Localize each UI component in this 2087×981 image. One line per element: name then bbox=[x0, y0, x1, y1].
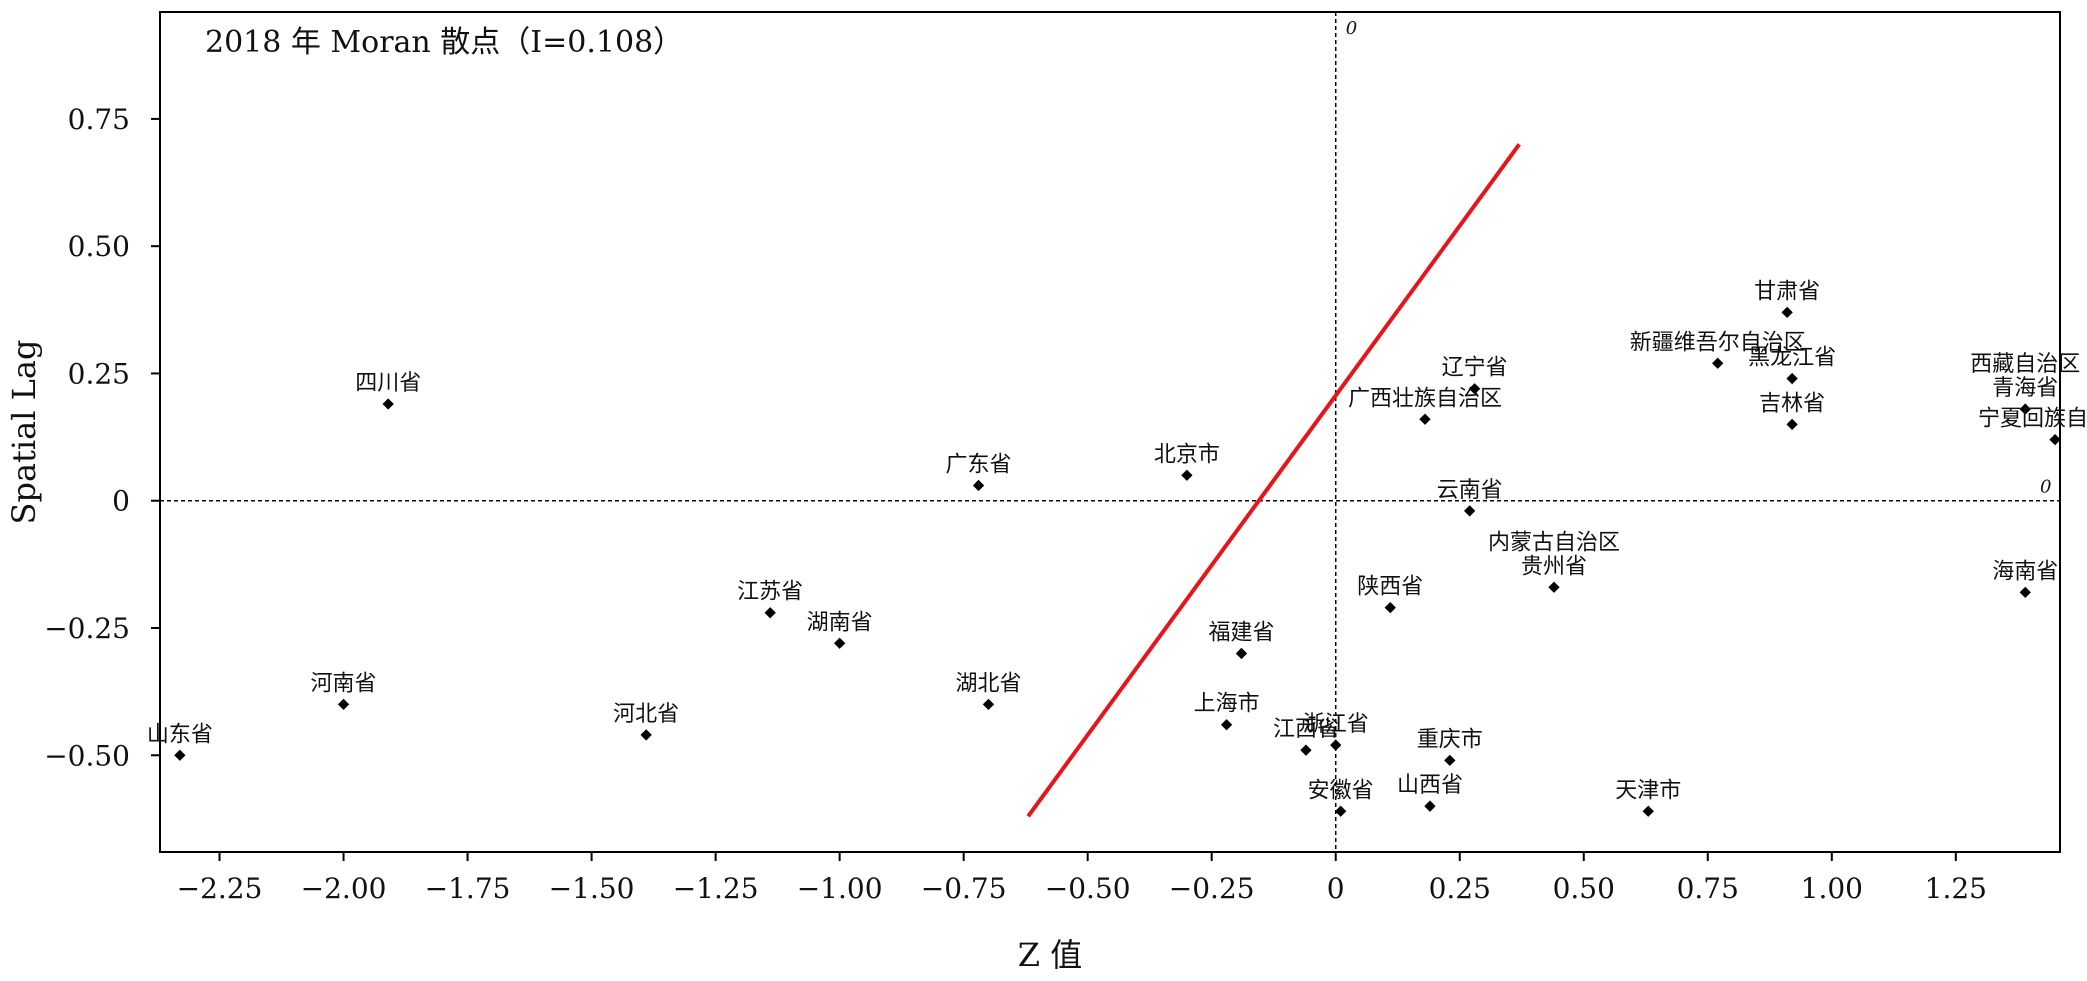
x-tick-label: −0.50 bbox=[1045, 872, 1131, 905]
data-point bbox=[1781, 306, 1793, 319]
x-axis-label: Z 值 bbox=[1018, 936, 1082, 974]
data-point bbox=[382, 398, 394, 410]
data-point bbox=[833, 637, 846, 649]
data-point bbox=[1548, 581, 1560, 593]
data-point bbox=[1300, 744, 1312, 756]
data-point-label: 上海市 bbox=[1194, 692, 1260, 717]
data-point-label: 云南省 bbox=[1437, 478, 1503, 503]
data-point bbox=[1419, 413, 1431, 425]
data-point-label: 北京市 bbox=[1154, 442, 1220, 467]
x-tick-label: −0.75 bbox=[921, 872, 1007, 905]
vertical-zero-line-label: 0 bbox=[1346, 18, 1357, 39]
data-point bbox=[1181, 469, 1193, 481]
data-point bbox=[764, 607, 776, 619]
data-point-label: 贵州省 bbox=[1521, 554, 1587, 579]
data-point-label: 海南省 bbox=[1992, 559, 2058, 584]
data-point-label: 甘肃省 bbox=[1754, 279, 1820, 304]
x-tick-label: −1.50 bbox=[549, 872, 635, 905]
y-tick-label: −0.25 bbox=[44, 612, 130, 645]
x-tick-label: 0 bbox=[1327, 872, 1345, 905]
data-point bbox=[337, 698, 350, 711]
data-point bbox=[1424, 800, 1436, 812]
data-point bbox=[640, 729, 652, 741]
data-point-label: 江西省 bbox=[1273, 717, 1339, 742]
data-point bbox=[1335, 805, 1347, 817]
data-point bbox=[972, 479, 985, 492]
data-point-label: 吉林省 bbox=[1759, 391, 1825, 416]
data-point-label: 天津市 bbox=[1615, 778, 1681, 803]
x-tick-label: 0.75 bbox=[1677, 872, 1739, 905]
data-point bbox=[2019, 403, 2031, 415]
x-tick-label: 0.50 bbox=[1553, 872, 1615, 905]
data-point-label: 陕西省 bbox=[1357, 575, 1423, 600]
data-point-label: 辽宁省 bbox=[1442, 356, 1508, 381]
x-tick-label: 0.25 bbox=[1429, 872, 1491, 905]
regression-line-group bbox=[1026, 143, 1521, 818]
data-point-label: 湖北省 bbox=[955, 671, 1021, 696]
chart-title: 2018 年 Moran 散点（I=0.108） bbox=[205, 25, 683, 60]
y-tick-label: 0.50 bbox=[68, 230, 130, 263]
data-point-label: 河北省 bbox=[613, 702, 679, 727]
x-tick-label: −1.25 bbox=[673, 872, 759, 905]
data-point bbox=[2049, 433, 2061, 446]
x-tick-label: −2.00 bbox=[301, 872, 387, 905]
data-point bbox=[2019, 586, 2031, 599]
y-tick-label: 0.25 bbox=[68, 357, 130, 390]
x-tick-label: 1.00 bbox=[1801, 872, 1863, 905]
data-point bbox=[1384, 601, 1396, 614]
data-point bbox=[1786, 372, 1798, 385]
plot-frame bbox=[159, 11, 2061, 853]
data-point bbox=[1464, 505, 1476, 517]
data-point bbox=[1330, 739, 1342, 751]
data-point-label: 黑龙江省 bbox=[1748, 346, 1836, 371]
data-point bbox=[174, 749, 186, 761]
data-point bbox=[1444, 754, 1456, 767]
data-point bbox=[1220, 719, 1233, 731]
data-point-label: 新疆维吾尔自治区 bbox=[1630, 330, 1806, 355]
y-tick-label: 0 bbox=[112, 485, 130, 518]
data-point-label: 山东省 bbox=[147, 722, 213, 747]
x-tick-label: 1.25 bbox=[1925, 872, 1987, 905]
y-tick-label: 0.75 bbox=[68, 103, 130, 136]
data-point bbox=[1468, 383, 1481, 395]
x-tick-label: −1.75 bbox=[425, 872, 511, 905]
y-tick-label: −0.50 bbox=[44, 739, 130, 772]
regression-line bbox=[1026, 143, 1521, 818]
x-tick-label: −1.00 bbox=[797, 872, 883, 905]
data-point-label: 重庆市 bbox=[1417, 727, 1483, 752]
x-tick-label: −2.25 bbox=[177, 872, 263, 905]
x-tick-label: −0.25 bbox=[1169, 872, 1255, 905]
data-point-label: 河南省 bbox=[311, 671, 377, 696]
data-point-label: 广东省 bbox=[946, 452, 1012, 477]
data-point-label: 宁夏回族自治区 bbox=[1978, 407, 2087, 432]
data-point bbox=[1642, 805, 1654, 817]
data-point-label: 福建省 bbox=[1208, 620, 1274, 645]
data-point-label: 西藏自治区 bbox=[1970, 352, 2080, 377]
data-point-label: 四川省 bbox=[355, 371, 421, 396]
data-point bbox=[1712, 357, 1724, 369]
axis-ticks: −2.25 −2.00 −1.75 −1.50 −1.25 −1.00 −0.75 −0.50… bbox=[44, 103, 1987, 905]
data-point bbox=[982, 698, 995, 711]
data-point bbox=[1786, 418, 1798, 431]
data-point-label: 浙江省 bbox=[1303, 712, 1369, 737]
data-point bbox=[1235, 647, 1248, 660]
y-axis-label: Spatial Lag bbox=[5, 340, 43, 525]
data-point-label: 湖南省 bbox=[807, 610, 873, 635]
horizontal-zero-line-label: 0 bbox=[2040, 477, 2051, 498]
data-point-label: 内蒙古自治区 bbox=[1488, 530, 1620, 555]
data-point-label: 山西省 bbox=[1397, 773, 1463, 798]
data-point-label: 青海省 bbox=[1992, 376, 2058, 401]
data-point-label: 江苏省 bbox=[737, 580, 803, 605]
zero-reference-lines: 00 bbox=[160, 12, 2060, 852]
data-point-label: 安徽省 bbox=[1308, 778, 1374, 803]
